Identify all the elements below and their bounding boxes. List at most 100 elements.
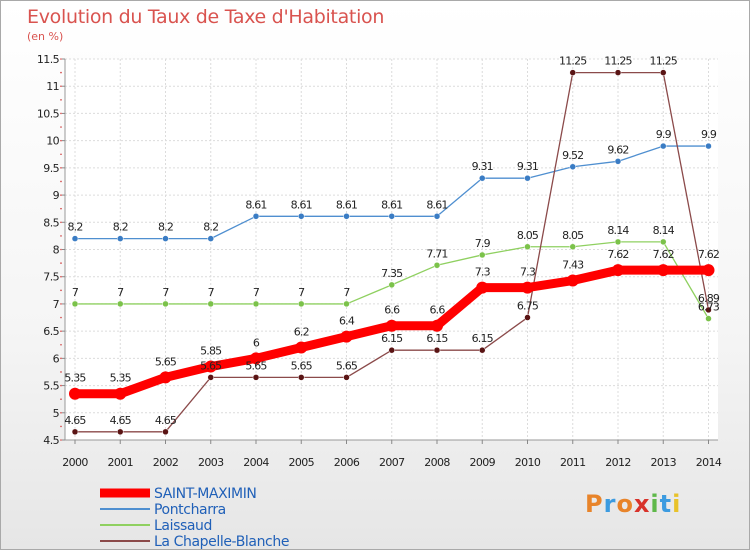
y-minor-tick bbox=[60, 126, 62, 128]
data-label-saint-maximin: 6 bbox=[253, 336, 260, 349]
legend-label-pontcharra: Pontcharra bbox=[154, 502, 226, 518]
data-label-pontcharra: 9.31 bbox=[517, 160, 538, 173]
data-label-pontcharra: 8.2 bbox=[113, 221, 128, 234]
data-point-laissaud bbox=[162, 300, 169, 308]
x-tick-label: 2005 bbox=[288, 456, 314, 469]
y-tick-label: 7 bbox=[53, 298, 60, 311]
y-minor-tick bbox=[60, 411, 62, 414]
data-label-laissaud: 7 bbox=[72, 286, 79, 299]
data-point-la-chapelle-blanche bbox=[117, 428, 124, 436]
data-point-pontcharra bbox=[614, 158, 622, 165]
data-label-saint-maximin: 7.62 bbox=[653, 248, 674, 261]
data-point-laissaud bbox=[252, 300, 260, 308]
y-tick-label: 6 bbox=[53, 352, 60, 365]
data-label-la-chapelle-blanche: 6.15 bbox=[381, 332, 403, 345]
logo-letter: x bbox=[633, 490, 651, 518]
data-point-la-chapelle-blanche bbox=[388, 346, 395, 354]
data-point-saint-maximin bbox=[159, 371, 172, 384]
data-point-la-chapelle-blanche bbox=[162, 428, 169, 436]
x-tick-label: 2013 bbox=[650, 456, 676, 469]
data-label-la-chapelle-blanche: 6.75 bbox=[517, 300, 539, 313]
legend-label-laissaud: Laissaud bbox=[154, 518, 212, 534]
data-point-pontcharra bbox=[162, 235, 169, 242]
data-label-pontcharra: 8.2 bbox=[203, 221, 218, 234]
data-label-saint-maximin: 7.43 bbox=[562, 259, 584, 272]
y-minor-tick bbox=[60, 330, 62, 332]
data-label-la-chapelle-blanche: 11.25 bbox=[604, 55, 632, 68]
x-axis-ticks: 2000 2001 2002 2003 2004 2005 2006 2007 2008 2009… bbox=[62, 440, 722, 469]
y-minor-tick bbox=[60, 425, 62, 428]
data-label-pontcharra: 8.2 bbox=[67, 221, 82, 234]
y-minor-tick bbox=[60, 85, 62, 88]
data-point-la-chapelle-blanche bbox=[705, 306, 712, 314]
data-label-la-chapelle-blanche: 11.25 bbox=[559, 55, 587, 68]
data-label-la-chapelle-blanche: 6.15 bbox=[426, 332, 448, 345]
y-minor-tick bbox=[60, 343, 62, 346]
y-tick-label: 10 bbox=[46, 135, 59, 148]
y-minor-tick bbox=[60, 384, 62, 387]
chart-subtitle: (en %) bbox=[27, 30, 64, 43]
data-labels: 8.2 8.2 8.2 8.2 8.61 8.61 8.61 8.61 8.61 9.31 9.31… bbox=[64, 55, 720, 427]
data-point-laissaud bbox=[207, 300, 214, 308]
data-point-la-chapelle-blanche bbox=[660, 69, 667, 76]
y-tick-label: 8.5 bbox=[43, 216, 59, 229]
data-point-la-chapelle-blanche bbox=[569, 69, 576, 76]
data-point-laissaud bbox=[298, 300, 305, 308]
data-label-saint-maximin: 5.35 bbox=[64, 372, 86, 385]
y-minor-tick bbox=[60, 180, 62, 183]
y-minor-tick bbox=[60, 289, 62, 292]
y-minor-tick bbox=[60, 235, 62, 237]
data-label-laissaud: 7 bbox=[162, 286, 169, 299]
data-label-la-chapelle-blanche: 5.65 bbox=[336, 359, 358, 372]
data-point-pontcharra bbox=[71, 235, 79, 242]
data-label-laissaud: 7 bbox=[253, 286, 260, 299]
data-label-saint-maximin: 7.62 bbox=[607, 248, 628, 261]
data-label-laissaud: 7.71 bbox=[426, 247, 447, 260]
logo-letter: r bbox=[603, 490, 617, 518]
data-point-pontcharra bbox=[207, 235, 214, 242]
data-label-la-chapelle-blanche: 6.89 bbox=[698, 292, 720, 305]
x-tick-label: 2006 bbox=[334, 456, 360, 469]
y-tick-label: 5 bbox=[53, 407, 60, 420]
data-label-saint-maximin: 6.4 bbox=[339, 315, 355, 328]
y-tick-label: 4.5 bbox=[43, 434, 59, 447]
y-tick-label: 5.5 bbox=[43, 380, 59, 393]
data-label-saint-maximin: 7.62 bbox=[698, 248, 719, 261]
data-point-la-chapelle-blanche bbox=[343, 374, 350, 381]
y-tick-label: 11.5 bbox=[37, 53, 60, 66]
data-point-saint-maximin bbox=[114, 387, 127, 400]
data-label-pontcharra: 8.61 bbox=[245, 198, 266, 211]
y-minor-tick bbox=[60, 262, 62, 264]
legend-label-saint-maximin: SAINT-MAXIMIN bbox=[154, 486, 257, 502]
data-label-la-chapelle-blanche: 4.65 bbox=[155, 414, 177, 427]
y-minor-tick bbox=[60, 275, 62, 278]
data-point-laissaud bbox=[433, 262, 441, 269]
data-label-saint-maximin: 6.6 bbox=[384, 304, 400, 317]
data-label-la-chapelle-blanche: 5.65 bbox=[291, 359, 313, 372]
logo-letter: o bbox=[616, 490, 634, 518]
data-label-pontcharra: 9.9 bbox=[701, 128, 717, 141]
y-minor-tick bbox=[60, 303, 62, 305]
data-point-pontcharra bbox=[705, 142, 712, 150]
y-tick-label: 9.5 bbox=[43, 162, 59, 175]
data-point-saint-maximin bbox=[69, 387, 81, 400]
data-label-laissaud: 7 bbox=[208, 286, 215, 299]
data-point-la-chapelle-blanche bbox=[298, 374, 305, 381]
data-label-laissaud: 7.9 bbox=[475, 237, 491, 250]
y-axis-ticks: 4.5 5 5.5 6 6.5 7 7.5 8 8.5 9 9.5 10 10.5 11 11.5 bbox=[37, 53, 65, 447]
data-point-la-chapelle-blanche bbox=[479, 346, 486, 354]
data-label-saint-maximin: 7.3 bbox=[520, 266, 536, 279]
data-point-la-chapelle-blanche bbox=[524, 314, 531, 321]
data-point-la-chapelle-blanche bbox=[433, 346, 441, 354]
data-label-saint-maximin: 5.35 bbox=[110, 372, 132, 385]
data-point-saint-maximin bbox=[250, 352, 262, 365]
data-point-la-chapelle-blanche bbox=[252, 374, 260, 381]
data-label-saint-maximin: 6.2 bbox=[294, 325, 309, 338]
y-minor-tick bbox=[60, 439, 62, 441]
data-label-laissaud: 6.73 bbox=[698, 301, 720, 314]
data-label-pontcharra: 8.61 bbox=[336, 198, 357, 211]
data-point-la-chapelle-blanche bbox=[71, 428, 79, 436]
chart-title: Evolution du Taux de Taxe d'Habitation bbox=[27, 6, 385, 28]
data-label-saint-maximin: 6.6 bbox=[429, 304, 445, 317]
